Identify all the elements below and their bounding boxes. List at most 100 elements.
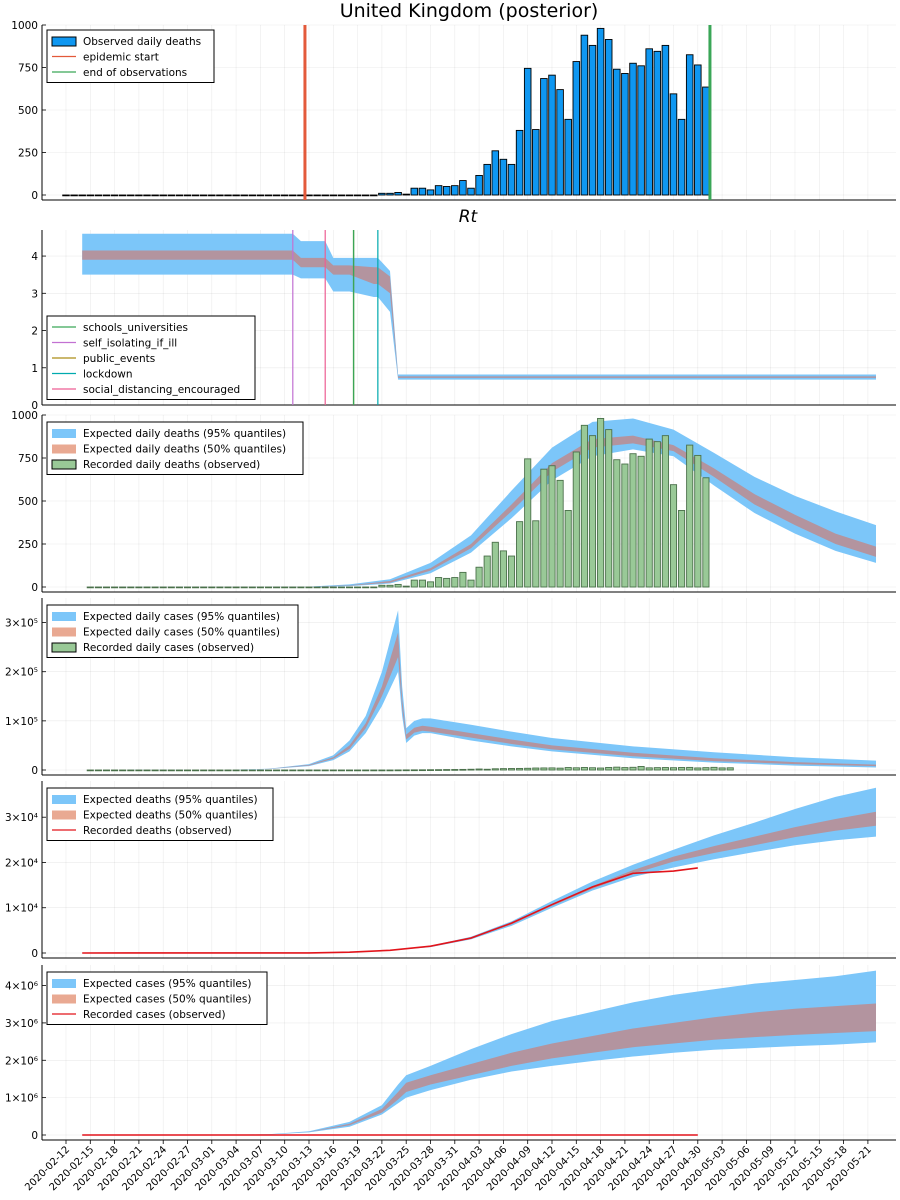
- bar: [443, 769, 451, 771]
- bar: [483, 768, 491, 771]
- legend-label: Expected deaths (50% quantiles): [83, 810, 258, 822]
- bar: [394, 583, 402, 588]
- bar: [402, 193, 410, 196]
- y-tick-label: 3×10⁶: [5, 1018, 38, 1030]
- bar: [118, 194, 127, 197]
- bar: [200, 586, 208, 589]
- bar: [321, 586, 329, 589]
- bar: [127, 586, 135, 589]
- bar: [604, 39, 613, 196]
- bar: [669, 484, 678, 588]
- legend-label: end of observations: [83, 67, 187, 79]
- bar: [386, 192, 394, 196]
- observed-line: [82, 867, 698, 954]
- bar: [467, 187, 475, 196]
- bar: [240, 194, 248, 197]
- bar: [483, 163, 491, 196]
- bar: [86, 769, 94, 772]
- bar: [532, 520, 540, 588]
- bar: [248, 769, 256, 772]
- y-tick-label: 3×10⁴: [5, 812, 38, 824]
- bar: [313, 194, 321, 197]
- bar: [523, 67, 532, 196]
- bar: [515, 129, 524, 196]
- bar: [677, 118, 686, 196]
- bar: [94, 769, 102, 772]
- bar: [597, 417, 605, 588]
- y-tick-label: 1×10⁶: [5, 1093, 38, 1105]
- legend-label: Expected daily deaths (95% quantiles): [83, 428, 286, 440]
- bar: [524, 458, 532, 588]
- bar: [621, 767, 629, 771]
- legend-box: [46, 787, 274, 841]
- bar: [135, 194, 143, 197]
- legend-label: public_events: [83, 353, 155, 365]
- bar: [62, 194, 70, 197]
- bar: [548, 767, 556, 771]
- bar: [402, 585, 410, 588]
- bar: [159, 769, 167, 772]
- bar: [475, 768, 483, 771]
- bar: [645, 767, 653, 771]
- y-tick-label: 250: [18, 148, 38, 160]
- y-tick-label: 4×10⁶: [5, 981, 38, 993]
- legend-label: Expected cases (50% quantiles): [83, 994, 251, 1006]
- bar: [491, 768, 499, 771]
- bar: [507, 768, 516, 771]
- y-tick-label: 3: [31, 288, 38, 300]
- bar: [491, 541, 499, 588]
- bar: [86, 194, 95, 197]
- legend-swatch: [52, 612, 76, 621]
- bar: [337, 769, 345, 772]
- bar: [459, 180, 467, 196]
- bar: [694, 64, 702, 196]
- bar: [499, 158, 508, 196]
- bar: [442, 186, 451, 196]
- bar: [127, 769, 135, 772]
- bar: [726, 767, 734, 771]
- bar: [216, 769, 224, 772]
- band-50: [82, 1003, 876, 1135]
- bar: [588, 767, 597, 771]
- bar: [548, 74, 556, 196]
- bar: [119, 586, 127, 589]
- bar: [281, 586, 289, 589]
- legend-box: [46, 971, 268, 1025]
- bar: [556, 767, 564, 771]
- bar: [580, 34, 589, 196]
- bar: [192, 586, 200, 589]
- bar: [159, 586, 167, 589]
- bar: [540, 78, 548, 196]
- bar: [94, 586, 102, 589]
- bar: [516, 521, 524, 588]
- bar: [289, 194, 297, 197]
- bar: [588, 44, 597, 196]
- legend-box: [46, 421, 304, 475]
- bar: [345, 586, 354, 589]
- bar: [378, 584, 386, 588]
- bar: [216, 586, 224, 589]
- bar: [94, 194, 103, 197]
- bar: [580, 424, 588, 588]
- legend-label: schools_universities: [83, 322, 188, 334]
- y-tick-label: 3×10⁵: [5, 618, 38, 630]
- bar: [353, 194, 362, 197]
- bar: [669, 767, 678, 771]
- bar: [111, 769, 119, 772]
- panel-expected-daily-cases: 0 1×10⁵ 2×10⁵ 3×10⁵ Expected daily cases (95…: [5, 598, 896, 777]
- bar: [183, 194, 192, 197]
- bar: [702, 477, 710, 588]
- bar: [354, 586, 362, 589]
- legend-box: [46, 315, 256, 400]
- bar: [151, 194, 159, 197]
- bar: [305, 586, 313, 589]
- bar: [370, 194, 378, 197]
- bar: [418, 579, 426, 588]
- bar: [313, 769, 321, 772]
- legend-label: Expected daily cases (95% quantiles): [83, 611, 280, 623]
- bar: [394, 769, 402, 772]
- bar: [507, 555, 516, 588]
- bar: [370, 586, 378, 589]
- y-tick-label: 0: [31, 582, 38, 594]
